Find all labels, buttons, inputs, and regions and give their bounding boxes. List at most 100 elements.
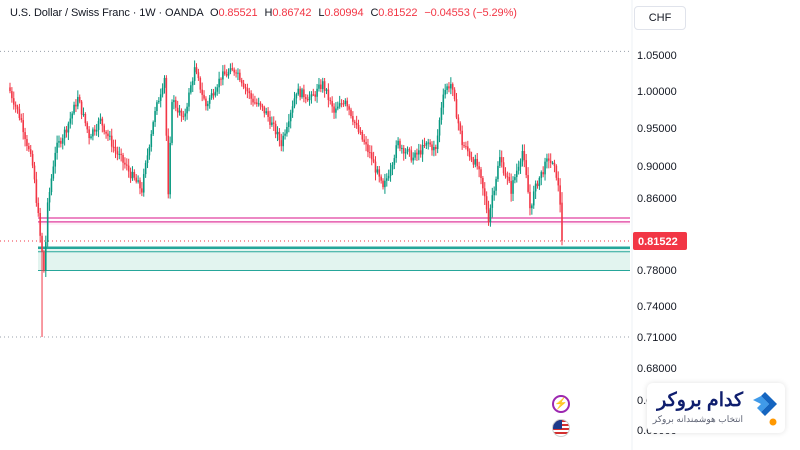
candle-body <box>278 131 281 141</box>
candle-body <box>431 144 433 151</box>
candle-body <box>474 158 477 165</box>
candle-body <box>165 77 168 136</box>
candle-body <box>259 103 262 106</box>
candle-body <box>197 72 200 79</box>
candle-body <box>50 178 53 193</box>
candle-body <box>207 103 209 107</box>
candle-body <box>303 89 305 98</box>
candle-body <box>361 131 364 140</box>
candle-body <box>107 133 109 137</box>
candle-body <box>289 112 292 122</box>
candle-body <box>144 162 147 175</box>
candle-body <box>80 101 83 115</box>
candle-body <box>333 106 335 113</box>
candle-body <box>342 103 345 105</box>
candle-body <box>295 94 298 99</box>
candle-body <box>186 106 188 114</box>
close-value: 0.81522 <box>378 7 418 19</box>
candle-body <box>171 102 173 143</box>
candle-body <box>521 151 524 162</box>
candle-body <box>532 191 535 206</box>
candle-body <box>129 171 132 179</box>
price-tick-label: 0.68000 <box>637 363 677 375</box>
candle-body <box>391 164 394 170</box>
candle-body <box>534 183 537 192</box>
candle-body <box>67 123 70 133</box>
candle-body <box>205 98 207 107</box>
candle-body <box>355 122 358 125</box>
candle-body <box>480 169 482 179</box>
candle-body <box>126 164 128 166</box>
candle-body <box>412 157 414 161</box>
candle-body <box>472 159 475 165</box>
candle-body <box>514 177 516 181</box>
candle-body <box>459 123 462 131</box>
candle-body <box>493 190 495 196</box>
candle-body <box>402 147 405 154</box>
candle-body <box>184 113 187 117</box>
candle-body <box>293 98 296 107</box>
candle-body <box>223 71 226 75</box>
candle-body <box>33 165 36 180</box>
candle-body <box>231 68 234 70</box>
candle-body <box>440 107 443 121</box>
candle-body <box>252 98 254 103</box>
candle-body <box>116 151 119 155</box>
candle-body <box>112 146 115 148</box>
support-zone[interactable] <box>38 247 630 271</box>
candle-body <box>301 89 303 98</box>
candle-body <box>318 84 320 89</box>
candle-body <box>506 176 509 178</box>
candle-body <box>453 89 456 100</box>
candle-body <box>523 151 526 161</box>
candle-body <box>73 104 75 114</box>
last-price-label: 0.81522 <box>638 236 678 248</box>
candle-body <box>353 121 356 123</box>
candle-body <box>133 171 136 178</box>
candle-body <box>286 127 288 134</box>
candle-body <box>544 161 546 175</box>
candle-body <box>56 142 58 153</box>
candle-body <box>265 111 268 114</box>
candle-body <box>110 135 113 147</box>
candle-body <box>340 103 343 105</box>
us-flag-icon[interactable] <box>552 419 570 437</box>
candle-body <box>139 180 141 189</box>
candle-body <box>451 84 454 90</box>
candle-body <box>329 100 332 102</box>
candle-body <box>124 162 126 165</box>
candle-body <box>20 118 23 121</box>
candle-body <box>61 138 64 144</box>
candle-body <box>267 111 269 117</box>
lightning-icon[interactable]: ⚡ <box>552 395 570 413</box>
candle-body <box>433 146 435 151</box>
currency-button[interactable]: CHF <box>634 6 686 30</box>
candle-body <box>233 69 235 73</box>
candle-body <box>491 195 494 208</box>
candle-body <box>135 177 138 182</box>
candle-body <box>395 145 398 159</box>
candle-body <box>26 139 28 147</box>
candle-body <box>470 157 473 160</box>
candle-body <box>310 94 313 97</box>
candle-body <box>173 100 175 103</box>
candle-body <box>365 141 367 145</box>
candle-body <box>419 150 422 155</box>
candle-body <box>553 162 556 166</box>
price-tick-label: 1.05000 <box>637 50 677 62</box>
price-tick-label: 0.71000 <box>637 332 677 344</box>
candle-body <box>457 117 460 124</box>
candle-body <box>357 124 360 132</box>
candle-body <box>52 166 55 179</box>
candle-body <box>540 172 543 178</box>
candle-body <box>517 166 520 171</box>
plot-area[interactable] <box>0 0 632 450</box>
candle-body <box>148 146 151 156</box>
candle-body <box>263 107 266 114</box>
candle-body <box>414 152 416 158</box>
candle-body <box>555 165 558 178</box>
candle-body <box>489 207 492 223</box>
candle-body <box>109 135 111 137</box>
candle-body <box>163 77 166 88</box>
